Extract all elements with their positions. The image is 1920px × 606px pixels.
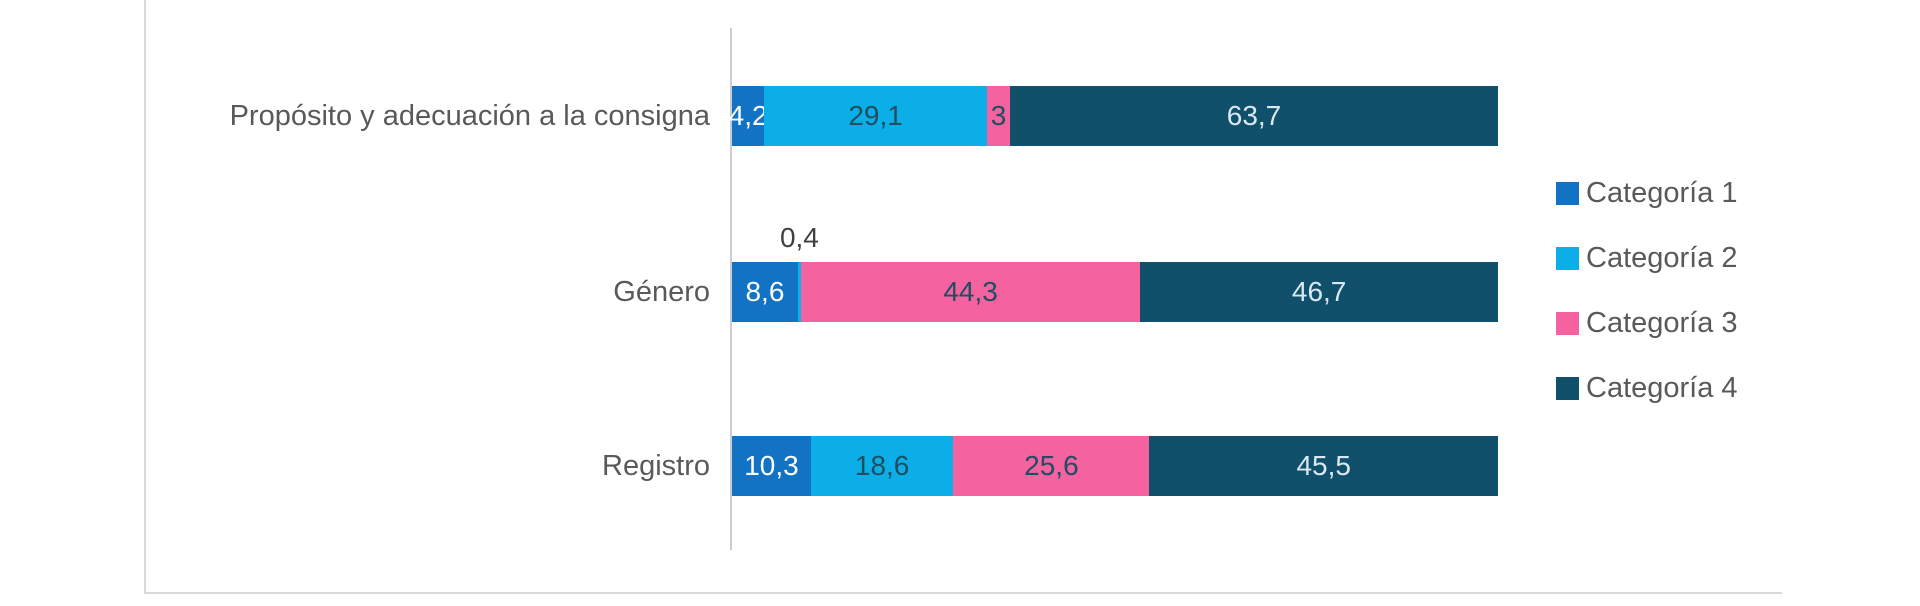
- legend-item-categoria-3: Categoría 3: [1556, 306, 1738, 339]
- bar-segment-categoría-2: 18,6: [810, 436, 954, 496]
- legend-item-label: Categoría 3: [1586, 306, 1738, 339]
- bar-segment-categoría-1: 4,2: [729, 86, 768, 146]
- bar-segment-categoría-4: 45,5: [1149, 436, 1498, 496]
- legend-swatch-icon: [1556, 246, 1579, 270]
- figure-frame-left-border: [144, 0, 146, 594]
- bar-segment-value: 63,7: [1226, 100, 1282, 131]
- category-label-registro: Registro: [602, 449, 710, 482]
- bar-segment-value: 25,6: [1024, 450, 1079, 481]
- category-axis-line: [730, 28, 732, 550]
- bar-segment-value: 44,3: [943, 276, 998, 307]
- bar-row-registro: 10,3 18,6 25,6 45,5: [732, 436, 1498, 496]
- legend-item-categoria-1: Categoría 1: [1556, 176, 1738, 209]
- bar-segment-value: 10,3: [744, 450, 799, 481]
- legend-item-categoria-2: Categoría 2: [1556, 241, 1738, 274]
- legend-item-label: Categoría 4: [1586, 371, 1738, 404]
- bar-segment-value: 3: [990, 100, 1007, 131]
- bar-segment-categoría-1: 8,6: [732, 262, 798, 322]
- legend-swatch-icon: [1556, 311, 1579, 335]
- legend-swatch-icon: [1556, 376, 1579, 400]
- chart-legend: Categoría 1 Categoría 2 Categoría 3 Cate…: [1556, 176, 1738, 441]
- bar-segment-value: 46,7: [1291, 276, 1347, 307]
- bar-row-proposito: 4,2 29,1 3 63,7: [729, 86, 1498, 146]
- bar-segment-categoría-4: 63,7: [1010, 86, 1498, 146]
- bar-segment-value: 29,1: [848, 100, 903, 131]
- figure-frame-bottom-border: [144, 592, 1782, 594]
- legend-item-label: Categoría 2: [1586, 241, 1738, 274]
- legend-item-label: Categoría 1: [1586, 176, 1738, 209]
- bar-segment-categoría-1: 10,3: [732, 436, 811, 496]
- bar-segment-categoría-3: 25,6: [953, 436, 1150, 496]
- bar-segment-value-outside: 0,4: [779, 222, 819, 253]
- category-label-genero: Género: [613, 275, 710, 308]
- bar-segment-value: 4,2: [728, 100, 768, 131]
- bar-segment-value: 18,6: [854, 450, 910, 481]
- bar-segment-categoría-2: 29,1: [764, 86, 988, 146]
- bar-row-genero: 8,6 0,4 44,3 46,7: [732, 224, 1498, 322]
- bar-segment-categoría-3: 44,3: [800, 262, 1141, 322]
- category-label-proposito: Propósito y adecuación a la consigna: [229, 99, 710, 132]
- bar-segment-categoría-3: 3: [987, 86, 1011, 146]
- legend-item-categoria-4: Categoría 4: [1556, 371, 1738, 404]
- legend-swatch-icon: [1556, 181, 1579, 205]
- bar-segment-categoría-2: [797, 262, 801, 322]
- bar-segment-categoría-4: 46,7: [1140, 262, 1498, 322]
- bar-segment-value: 45,5: [1296, 450, 1351, 481]
- bar-segment-value: 8,6: [745, 276, 785, 307]
